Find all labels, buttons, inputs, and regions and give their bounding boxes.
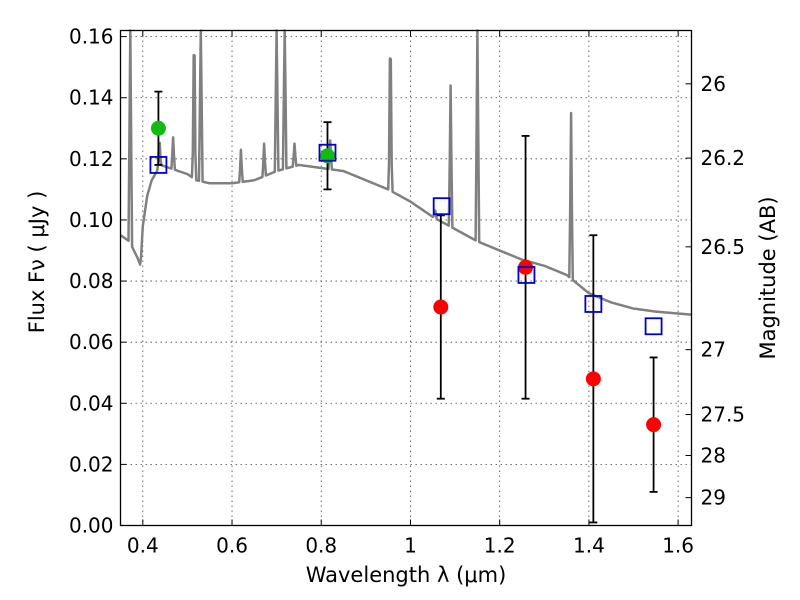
- x-tick-label: 1: [404, 534, 417, 558]
- grid: [120, 30, 692, 526]
- model-square: [644, 317, 663, 336]
- y-tick-label: 0.00: [69, 514, 114, 538]
- right-tick-label: 27.5: [701, 403, 746, 427]
- template-spectrum-line: [119, 29, 692, 316]
- red-point: [585, 371, 601, 387]
- template-spectrum: [119, 29, 692, 316]
- model-square: [149, 156, 168, 174]
- x-tick-label: 0.4: [127, 534, 159, 558]
- right-tick-label: 26.5: [701, 235, 746, 259]
- y-axis-label: Flux Fν ( μJy ): [25, 191, 49, 334]
- red-point: [433, 299, 449, 315]
- y-tick-label: 0.16: [69, 25, 114, 49]
- right-tick-label: 26: [701, 72, 726, 96]
- ticks: 0.4 0.6 0.8 1 1.2 1.4 1.6 0.00 0.02 0.04 0.06 0.08 0…: [69, 25, 745, 558]
- x-tick-label: 0.6: [216, 534, 248, 558]
- model-square: [432, 197, 451, 216]
- right-axis-label: Magnitude (AB): [756, 196, 780, 359]
- markers: [149, 120, 663, 433]
- right-tick-label: 26.2: [701, 146, 746, 170]
- y-tick-label: 0.08: [69, 269, 114, 293]
- y-tick-label: 0.12: [69, 147, 114, 171]
- right-tick-label: 29: [701, 486, 726, 510]
- green-point: [150, 120, 166, 136]
- model-square: [584, 295, 603, 313]
- x-tick-label: 0.8: [305, 534, 337, 558]
- y-tick-label: 0.04: [69, 391, 114, 415]
- red-point: [646, 417, 662, 433]
- model-square: [318, 143, 337, 162]
- error-bars: [154, 90, 658, 524]
- y-tick-label: 0.10: [69, 208, 114, 232]
- x-tick-label: 1.2: [484, 534, 516, 558]
- y-tick-label: 0.02: [69, 452, 114, 476]
- x-axis-label: Wavelength λ (μm): [306, 563, 507, 587]
- right-tick-label: 28: [701, 443, 726, 467]
- y-tick-label: 0.06: [69, 330, 114, 354]
- right-tick-label: 27: [701, 338, 726, 362]
- model-square: [517, 266, 536, 284]
- x-tick-label: 1.6: [662, 534, 694, 558]
- x-tick-label: 1.4: [573, 534, 605, 558]
- green-point: [319, 148, 335, 164]
- y-tick-label: 0.14: [69, 86, 114, 110]
- plot-frame: [119, 29, 693, 527]
